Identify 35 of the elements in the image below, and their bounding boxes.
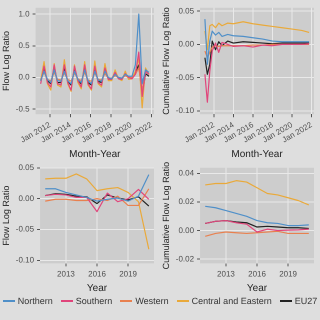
y-tick-label: -0.02	[176, 254, 195, 264]
y-tick-label: 0.04	[178, 168, 195, 178]
y-tick-label: 0.00	[178, 40, 195, 49]
y-axis-title: Cumulative Flow Log Ratio	[160, 7, 171, 115]
legend-label: Central and Eastern	[192, 296, 272, 306]
legend-label: Southern	[76, 296, 112, 306]
y-tick-label: -0.05	[176, 72, 195, 82]
x-tick-label: 2019	[119, 269, 138, 278]
x-axis-title: Month-Year	[69, 148, 122, 160]
y-tick-label: 0.00	[178, 226, 195, 235]
y-tick-label: -0.10	[176, 106, 195, 116]
x-tick-label: 2013	[57, 269, 76, 278]
y-axis-title: Cumulative Flow Log Ratio	[160, 162, 171, 270]
y-tick-label: 0.00	[18, 194, 35, 203]
x-axis-title: Month-Year	[231, 148, 284, 160]
legend-label: Northern	[18, 296, 53, 306]
y-tick-label: 0.05	[178, 6, 195, 16]
y-tick-label: 0.02	[178, 197, 195, 206]
x-axis-title: Year	[246, 282, 268, 294]
y-axis-title: Flow Log Ratio	[0, 31, 11, 92]
x-tick-label: 2016	[248, 269, 266, 278]
y-axis-title: Flow Log Ratio	[0, 186, 11, 246]
legend-label: EU27	[294, 296, 318, 306]
x-tick-label: 2013	[217, 269, 236, 278]
legend-label: Western	[135, 296, 169, 306]
y-tick-label: 0.05	[18, 163, 35, 172]
y-tick-label: -0.5	[16, 104, 30, 114]
x-tick-label: 2016	[88, 269, 106, 278]
x-tick-label: 2019	[279, 269, 298, 278]
y-tick-label: 1.0	[18, 9, 30, 18]
y-tick-label: 0.0	[18, 72, 30, 82]
y-tick-label: -0.10	[16, 256, 35, 265]
y-tick-label: 0.5	[18, 41, 30, 50]
y-tick-label: -0.05	[16, 224, 35, 234]
x-axis-title: Year	[86, 282, 108, 294]
